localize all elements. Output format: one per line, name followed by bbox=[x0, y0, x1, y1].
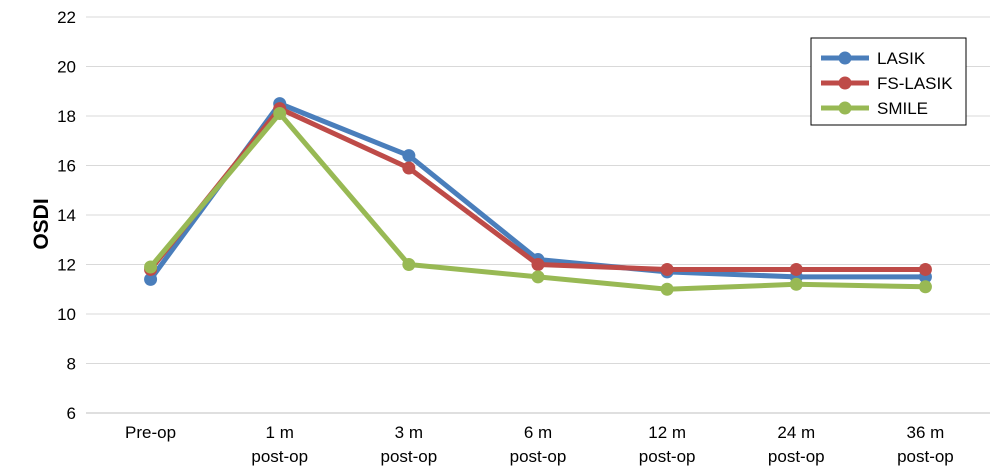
data-point bbox=[918, 262, 932, 276]
x-category-label-line: post-op bbox=[639, 447, 696, 466]
y-tick-label: 8 bbox=[67, 355, 76, 374]
x-category-label: 3 m post-op bbox=[381, 423, 438, 466]
data-point bbox=[144, 272, 158, 286]
legend-item: SMILE bbox=[821, 99, 928, 118]
x-category-label-line: 36 m bbox=[907, 423, 945, 442]
x-category-label-line: Pre-op bbox=[125, 423, 176, 442]
data-point bbox=[531, 270, 545, 284]
y-axis-ticks: 6 8 10 12 14 16 18 20 22 bbox=[57, 8, 76, 423]
y-tick-label: 20 bbox=[57, 58, 76, 77]
data-point bbox=[144, 260, 158, 274]
x-category-label-line: 6 m bbox=[524, 423, 552, 442]
data-point bbox=[273, 107, 287, 121]
x-category-label: 12 m post-op bbox=[639, 423, 696, 466]
legend-swatch-marker bbox=[838, 76, 852, 90]
x-category-label: Pre-op bbox=[125, 423, 176, 442]
x-category-label-line: 3 m bbox=[395, 423, 423, 442]
x-category-label: 36 m post-op bbox=[897, 423, 954, 466]
legend-swatch-marker bbox=[838, 101, 852, 115]
legend: LASIK FS-LASIK SMILE bbox=[810, 37, 967, 126]
legend-swatch-marker bbox=[838, 51, 852, 65]
data-point bbox=[789, 262, 803, 276]
x-category-label: 24 m post-op bbox=[768, 423, 825, 466]
x-category-label-line: 24 m bbox=[777, 423, 815, 442]
data-series bbox=[144, 97, 932, 296]
x-category-label-line: 12 m bbox=[648, 423, 686, 442]
y-tick-label: 14 bbox=[57, 206, 76, 225]
series-fs-lasik bbox=[144, 102, 932, 276]
y-axis-title: OSDI bbox=[30, 198, 53, 249]
data-point bbox=[402, 149, 416, 163]
y-tick-label: 10 bbox=[57, 305, 76, 324]
y-tick-label: 12 bbox=[57, 256, 76, 275]
data-point bbox=[402, 258, 416, 271]
legend-label: LASIK bbox=[877, 49, 926, 68]
x-category-label: 6 m post-op bbox=[510, 423, 567, 466]
y-tick-label: 16 bbox=[57, 157, 76, 176]
data-point bbox=[402, 161, 416, 175]
legend-item: LASIK bbox=[821, 49, 926, 68]
x-category-label-line: post-op bbox=[768, 447, 825, 466]
x-category-label-line: 1 m bbox=[266, 423, 294, 442]
data-point bbox=[531, 258, 545, 271]
legend-label: SMILE bbox=[877, 99, 928, 118]
y-tick-label: 6 bbox=[67, 404, 76, 423]
data-point bbox=[789, 277, 803, 291]
legend-item: FS-LASIK bbox=[821, 74, 953, 93]
x-category-label: 1 m post-op bbox=[251, 423, 308, 466]
x-category-label-line: post-op bbox=[251, 447, 308, 466]
legend-label: FS-LASIK bbox=[877, 74, 953, 93]
data-point bbox=[660, 262, 674, 276]
data-point bbox=[918, 280, 932, 294]
x-category-label-line: post-op bbox=[510, 447, 567, 466]
data-point bbox=[660, 282, 674, 296]
y-tick-label: 18 bbox=[57, 107, 76, 126]
y-tick-label: 22 bbox=[57, 8, 76, 27]
series-smile bbox=[144, 107, 932, 296]
x-category-label-line: post-op bbox=[897, 447, 954, 466]
x-category-label-line: post-op bbox=[381, 447, 438, 466]
